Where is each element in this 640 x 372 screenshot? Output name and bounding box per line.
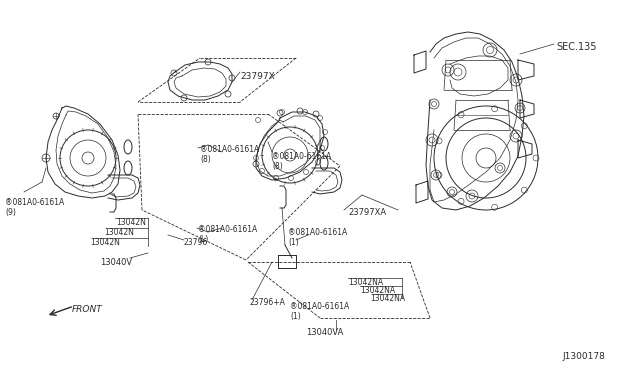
Text: FRONT: FRONT [72, 305, 103, 314]
Text: ®081A0-6161A
(L): ®081A0-6161A (L) [198, 225, 257, 244]
Text: 23796: 23796 [184, 238, 208, 247]
Text: 23797XA: 23797XA [348, 208, 386, 217]
Text: ®081A0-6161A
(1): ®081A0-6161A (1) [288, 228, 348, 247]
Text: 23797X: 23797X [240, 72, 275, 81]
Text: ®081A0-6161A
(9): ®081A0-6161A (9) [5, 198, 64, 217]
Text: J1300178: J1300178 [562, 352, 605, 361]
Text: 13042NA: 13042NA [348, 278, 383, 287]
Text: 13042N: 13042N [116, 218, 146, 227]
Text: ®081A0-6161A
(1): ®081A0-6161A (1) [290, 302, 349, 321]
Text: 13040VA: 13040VA [306, 328, 344, 337]
Text: 13042N: 13042N [104, 228, 134, 237]
Text: ®081A0-6161A
(8): ®081A0-6161A (8) [272, 152, 332, 171]
Text: 13042N: 13042N [90, 238, 120, 247]
Text: 13040V: 13040V [100, 258, 132, 267]
Text: 13042NA: 13042NA [360, 286, 395, 295]
Text: 23796+A: 23796+A [250, 298, 286, 307]
Text: SEC.135: SEC.135 [556, 42, 596, 52]
Text: ®081A0-6161A
(8): ®081A0-6161A (8) [200, 145, 259, 164]
Text: 13042NA: 13042NA [370, 294, 405, 303]
